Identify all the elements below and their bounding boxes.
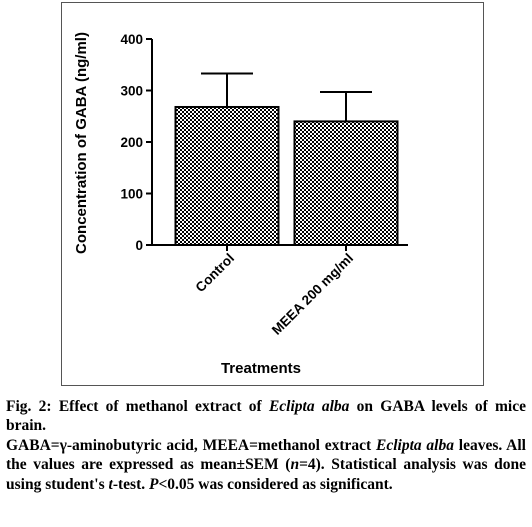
bar-control: [174, 105, 280, 247]
y-tick-label: 400: [120, 32, 143, 47]
caption-segment: -test.: [112, 475, 149, 493]
y-tick-label: 300: [120, 84, 143, 99]
caption-segment: P: [148, 475, 159, 493]
bar-meea: [293, 120, 399, 246]
x-tick-label: Control: [193, 251, 238, 296]
figure-caption: Fig. 2: Effect of methanol extract of Ec…: [6, 397, 526, 494]
caption-title-suffix: on GABA levels of mice brain.: [6, 398, 526, 435]
caption-segment: <0.05 was considered as significant.: [158, 475, 393, 493]
x-axis-label: Treatments: [221, 360, 301, 377]
caption-title-species: Eclipta alba: [268, 398, 350, 415]
x-tick-label: MEEA 200 mg/ml: [269, 251, 356, 338]
y-axis-label: Concentration of GABA (ng/ml): [73, 32, 90, 254]
caption-title-prefix: Fig. 2: Effect of methanol extract of: [6, 398, 269, 415]
caption-segment: =4). Statistical analysis was done using…: [6, 456, 526, 493]
y-tick-label: 0: [135, 238, 143, 253]
y-tick-label: 200: [120, 135, 143, 150]
caption-segment: t: [108, 475, 113, 493]
y-tick-label: 100: [120, 187, 143, 202]
caption-segment: n: [290, 456, 300, 474]
caption-segment: GABA=γ-aminobutyric acid, MEEA=methanol …: [6, 436, 376, 454]
bar-chart: 0 100 200 300 400 Control MEEA 200 mg/ml Conce…: [73, 32, 408, 377]
caption-title: Fig. 2: Effect of methanol extract of Ec…: [6, 397, 526, 436]
caption-segment: Eclipta alba: [375, 436, 454, 454]
figure-frame: 0 100 200 300 400 Control MEEA 200 mg/ml Conce…: [61, 2, 484, 386]
caption-segment: leaves. All the values are expressed as …: [6, 436, 526, 474]
caption-body: GABA=γ-aminobutyric acid, MEEA=methanol …: [6, 436, 526, 494]
